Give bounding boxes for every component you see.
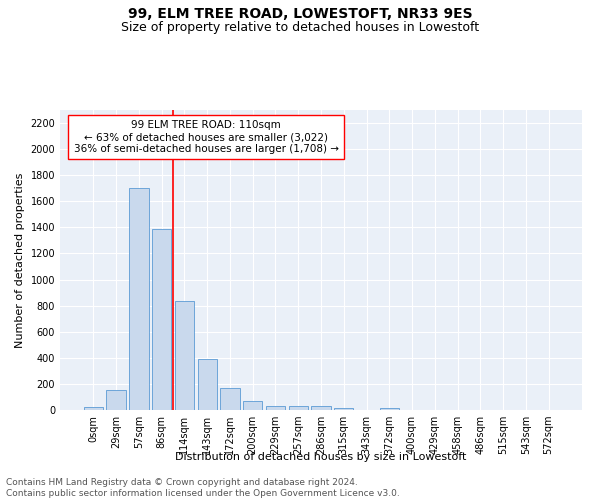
Text: 99, ELM TREE ROAD, LOWESTOFT, NR33 9ES: 99, ELM TREE ROAD, LOWESTOFT, NR33 9ES xyxy=(128,8,472,22)
Y-axis label: Number of detached properties: Number of detached properties xyxy=(15,172,25,348)
Bar xyxy=(311,406,331,410)
Bar xyxy=(289,406,308,410)
Bar xyxy=(197,359,217,410)
Bar xyxy=(106,390,126,410)
Bar xyxy=(175,301,194,410)
Bar xyxy=(129,188,149,410)
Bar xyxy=(152,228,172,410)
Bar xyxy=(84,408,103,410)
Text: Size of property relative to detached houses in Lowestoft: Size of property relative to detached ho… xyxy=(121,21,479,34)
Bar xyxy=(243,401,262,410)
Bar xyxy=(334,408,353,410)
Bar xyxy=(266,406,285,410)
Bar xyxy=(380,408,399,410)
Bar xyxy=(220,388,239,410)
Text: Distribution of detached houses by size in Lowestoft: Distribution of detached houses by size … xyxy=(175,452,467,462)
Text: Contains HM Land Registry data © Crown copyright and database right 2024.
Contai: Contains HM Land Registry data © Crown c… xyxy=(6,478,400,498)
Text: 99 ELM TREE ROAD: 110sqm
← 63% of detached houses are smaller (3,022)
36% of sem: 99 ELM TREE ROAD: 110sqm ← 63% of detach… xyxy=(74,120,338,154)
